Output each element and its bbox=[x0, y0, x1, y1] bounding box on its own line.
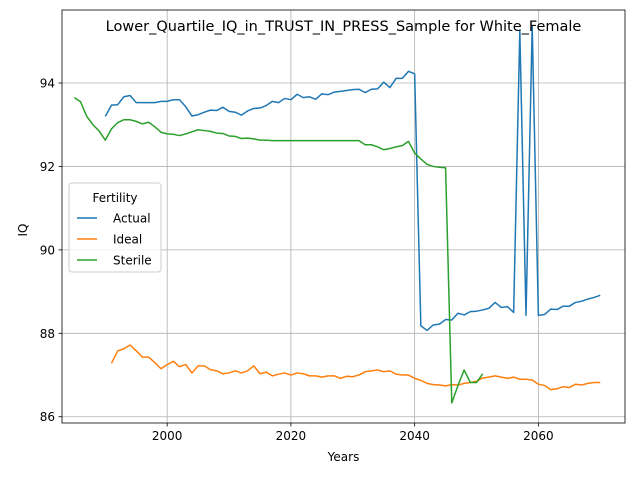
ticks: 2000 2020 2040 2060 86 88 90 92 94 bbox=[40, 77, 554, 443]
legend-frame bbox=[68, 182, 162, 273]
legend-label-sterile: Sterile bbox=[113, 254, 152, 268]
legend-label-actual: Actual bbox=[113, 212, 151, 226]
x-tick-label: 2040 bbox=[399, 429, 430, 443]
x-tick-label: 2060 bbox=[523, 429, 554, 443]
legend: Fertility Actual Ideal Sterile bbox=[68, 182, 162, 273]
series-line-ideal bbox=[110, 344, 601, 391]
y-tick-label: 90 bbox=[40, 243, 55, 257]
chart-title: Lower_Quartile_IQ_in_TRUST_IN_PRESS_Samp… bbox=[106, 19, 582, 35]
series-line-sterile bbox=[73, 96, 484, 404]
x-tick-label: 2000 bbox=[152, 429, 183, 443]
x-axis-label: Years bbox=[327, 450, 360, 464]
x-tick-label: 2020 bbox=[276, 429, 307, 443]
y-axis-label: IQ bbox=[16, 224, 30, 237]
series-line-actual bbox=[104, 25, 601, 332]
y-tick-label: 92 bbox=[40, 160, 55, 174]
y-tick-label: 86 bbox=[40, 410, 55, 424]
y-tick-label: 88 bbox=[40, 327, 55, 341]
series-lines bbox=[73, 25, 601, 404]
plot-frame bbox=[61, 9, 626, 424]
legend-items: Actual Ideal Sterile bbox=[77, 212, 152, 268]
legend-label-ideal: Ideal bbox=[113, 233, 142, 247]
y-tick-label: 94 bbox=[40, 77, 55, 91]
legend-title: Fertility bbox=[92, 191, 137, 205]
